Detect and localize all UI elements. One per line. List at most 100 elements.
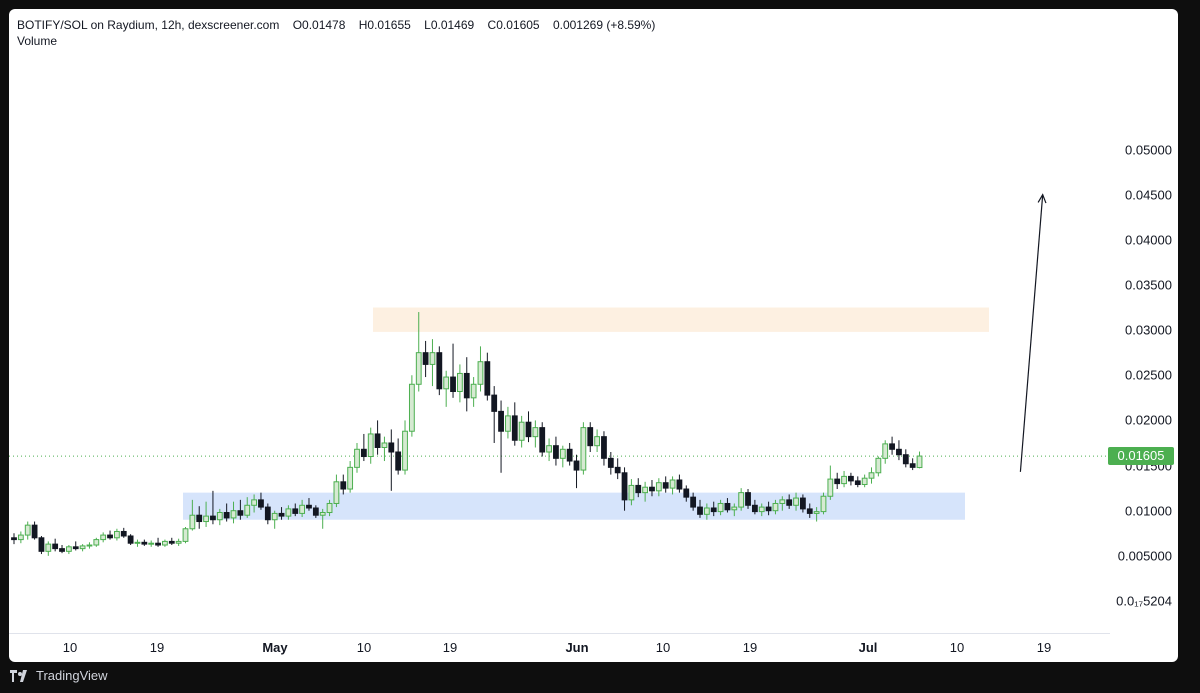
candle-down [683, 488, 690, 498]
candle-up [655, 482, 662, 492]
candle-up [367, 433, 374, 458]
candle-up [443, 376, 450, 390]
candle-up [793, 497, 799, 506]
candle-up [162, 540, 168, 546]
y-tick-label: 0.04000 [1125, 232, 1172, 248]
time-axis[interactable]: 10 19 May 10 19 Jun 10 19 Jul 10 19 [9, 633, 1110, 662]
y-tick-label: 0.01000 [1125, 503, 1172, 519]
candle-down [436, 352, 443, 390]
candle-down [360, 448, 367, 458]
y-tick-label: 0.04500 [1125, 187, 1172, 203]
candle-up [381, 442, 388, 448]
candle-up [882, 443, 889, 459]
x-tick-label: 10 [356, 640, 372, 655]
candle-down [649, 486, 655, 492]
candle-down [388, 442, 395, 453]
candle-up [203, 515, 209, 523]
candle-up [299, 504, 306, 514]
legend-low: L0.01469 [424, 18, 475, 32]
candle-up [65, 546, 72, 552]
candle-up [518, 421, 525, 441]
candle-up [703, 507, 710, 515]
candle-down [676, 479, 683, 490]
tradingview-brand: TradingView [36, 668, 108, 683]
projection-arrow-head [1037, 193, 1047, 204]
candle-up [45, 543, 52, 552]
price-axis[interactable]: 0.05000 0.04500 0.04000 0.03500 0.03000 0.025… [1108, 9, 1178, 633]
candle-down [463, 372, 470, 399]
candle-down [278, 512, 285, 517]
candle-up [333, 481, 340, 504]
candle-down [607, 457, 614, 468]
candle-down [765, 506, 772, 512]
candle-up [216, 512, 223, 521]
candle-up [477, 361, 484, 385]
candle-down [909, 463, 916, 468]
candle-down [484, 361, 491, 396]
candle-up [738, 492, 745, 508]
candle-up [457, 372, 463, 393]
candle-down [340, 481, 347, 490]
candle-down [889, 443, 895, 450]
candle-up [24, 524, 31, 536]
candle-up [861, 477, 868, 486]
candle-down [710, 507, 717, 513]
candle-down [141, 541, 148, 545]
candle-up [319, 512, 326, 516]
x-tick-label: 10 [655, 640, 671, 655]
candle-up [580, 427, 587, 471]
legend-volume[interactable]: Volume [17, 34, 58, 48]
legend-symbol[interactable]: BOTIFY/SOL on Raydium, 12h, dexscreener.… [17, 18, 280, 32]
candle-down [31, 524, 38, 539]
x-tick-label: Jun [565, 640, 589, 655]
candle-up [820, 495, 827, 513]
candle-down [312, 507, 319, 516]
candlestick-plot[interactable] [9, 9, 1178, 633]
candle-up [326, 502, 333, 514]
candle-down [511, 415, 518, 441]
candle-down [635, 484, 642, 494]
candle-down [690, 496, 697, 508]
candle-up [470, 383, 477, 399]
candle-up [841, 475, 847, 485]
candle-down [155, 542, 161, 546]
candle-up [429, 352, 436, 365]
candle-down [902, 454, 909, 465]
candle-down [601, 436, 607, 459]
candle-up [731, 506, 738, 511]
x-tick-label: 10 [949, 640, 965, 655]
legend-close: C0.01605 [487, 18, 540, 32]
candle-up [86, 544, 93, 547]
tradingview-footer[interactable]: TradingView [10, 668, 108, 683]
candle-up [134, 541, 141, 544]
candle-down [848, 475, 854, 482]
candle-up [100, 534, 107, 541]
candle-down [258, 499, 264, 508]
candle-down [374, 433, 381, 448]
candle-up [642, 486, 649, 494]
candle-down [621, 472, 628, 501]
x-tick-label: May [262, 640, 288, 655]
y-tick-label: 0.03000 [1125, 322, 1172, 338]
candle-up [813, 511, 820, 514]
candle-up [402, 430, 408, 471]
candle-down [223, 512, 230, 519]
candle-down [168, 540, 175, 544]
candle-down [614, 466, 621, 474]
candle-up [875, 457, 882, 474]
y-tick-label: 0.02000 [1125, 412, 1172, 428]
candle-up [505, 415, 511, 432]
candle-down [745, 492, 751, 506]
candle-down [210, 515, 216, 521]
candle-down [539, 427, 546, 453]
candle-down [806, 508, 813, 514]
candle-up [244, 504, 251, 516]
candle-down [525, 421, 532, 438]
candle-down [107, 534, 113, 539]
candle-up [717, 502, 724, 513]
candle-down [59, 548, 65, 552]
candle-up [669, 479, 676, 489]
legend-change: 0.001269 (+8.59%) [552, 18, 656, 32]
candle-down [450, 376, 456, 393]
y-tick-label: 0.0₁₇5204 [1116, 593, 1172, 609]
